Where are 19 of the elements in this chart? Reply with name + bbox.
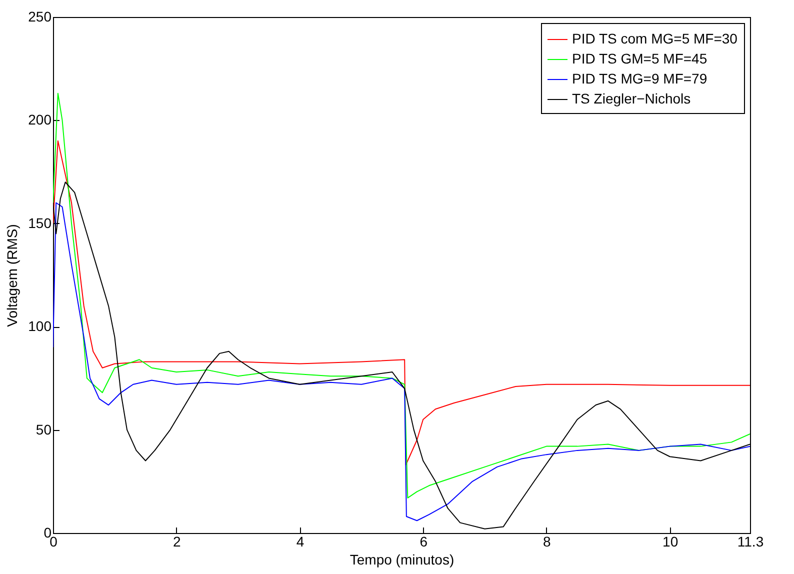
- x-tick-label: 10: [662, 534, 678, 550]
- line-series: [53, 140, 750, 466]
- x-tick-label: 6: [420, 534, 428, 550]
- legend-label: PID TS GM=5 MF=45: [572, 50, 708, 66]
- y-tick-label: 250: [28, 8, 52, 24]
- legend-label: PID TS com MG=5 MF=30: [572, 30, 738, 46]
- y-tick-label: 50: [36, 421, 52, 438]
- x-tick-label: 8: [543, 534, 552, 550]
- y-tick-label: 100: [28, 318, 52, 334]
- y-tick-label: 150: [28, 214, 52, 231]
- x-tick-label: 2: [172, 534, 181, 550]
- x-tick-label: 11.3: [737, 534, 764, 550]
- legend-label: TS Ziegler−Nichols: [572, 90, 691, 106]
- x-axis-title: Tempo (minutos): [350, 552, 454, 568]
- x-tick-label: 4: [296, 534, 304, 550]
- legend-label: PID TS MG=9 MF=79: [572, 70, 708, 86]
- line-series: [53, 92, 750, 498]
- y-tick-label: 200: [28, 112, 52, 128]
- y-axis-title: Voltagem (RMS): [4, 224, 20, 327]
